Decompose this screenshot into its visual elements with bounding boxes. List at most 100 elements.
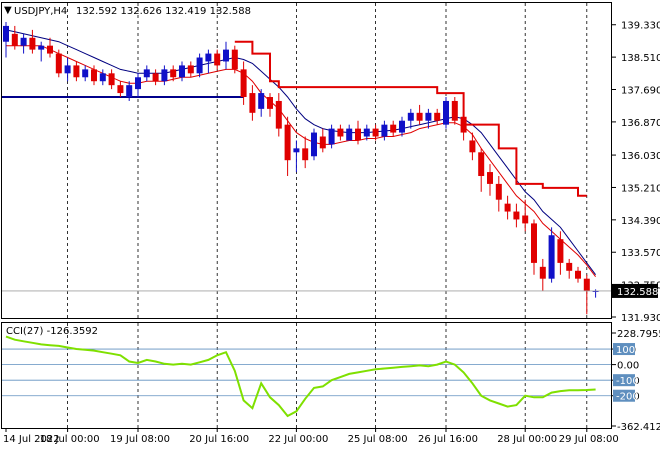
candle — [73, 61, 80, 82]
cci-tick-label: 228.7955 — [617, 329, 660, 340]
candle — [135, 73, 141, 98]
candle — [249, 85, 256, 121]
candle-body — [425, 112, 432, 121]
candle — [390, 120, 397, 137]
candle-body — [205, 53, 212, 62]
candle — [29, 29, 36, 54]
time-tick-label: 28 Jul 00:00 — [497, 434, 557, 445]
current-price-label: 132.588 — [617, 287, 658, 298]
time-tick-label: 22 Jul 00:00 — [268, 434, 328, 445]
candle — [495, 176, 502, 212]
candle — [583, 274, 590, 315]
candle — [434, 108, 441, 125]
candle-body — [592, 290, 599, 292]
cci-level-badge-label: -200 — [616, 392, 639, 403]
time-tick-label: 29 Jul 08:00 — [559, 434, 619, 445]
candle-body — [346, 128, 353, 141]
candle-body — [55, 53, 62, 74]
menu-arrow-icon[interactable]: ▼ — [4, 5, 12, 16]
candle — [293, 140, 300, 173]
candle-body — [47, 45, 53, 54]
candle — [416, 104, 423, 125]
candle — [275, 93, 282, 137]
cci-header: CCI(27) -126.3592 — [6, 326, 98, 337]
candle-body — [372, 128, 379, 137]
candle — [311, 128, 317, 161]
candle-body — [451, 100, 458, 121]
price-tick-label: 135.210 — [621, 183, 660, 194]
candle-body — [161, 69, 168, 82]
main-plot-border — [1, 2, 612, 319]
candle — [566, 258, 573, 279]
candle-body — [258, 93, 265, 109]
candle — [478, 148, 485, 192]
candle — [11, 25, 18, 50]
candle — [425, 108, 432, 129]
time-tick-label: 25 Jul 08:00 — [348, 434, 408, 445]
cci-level-lines — [2, 348, 611, 397]
candle-body — [38, 45, 45, 50]
candle-body — [126, 85, 133, 98]
candle — [38, 41, 45, 62]
time-tick-label: 14 Jul 2022 — [3, 434, 60, 445]
candle — [487, 164, 493, 196]
candle — [363, 124, 370, 141]
candle — [531, 219, 537, 275]
candle — [451, 97, 458, 125]
candle-body — [29, 37, 36, 50]
time-tick-label: 26 Jul 16:00 — [418, 434, 478, 445]
candle — [91, 65, 97, 86]
candle — [187, 61, 194, 78]
candle — [161, 65, 168, 86]
candle-body — [135, 77, 141, 90]
candle-body — [390, 124, 397, 133]
candle — [284, 116, 291, 177]
candle-body — [495, 183, 502, 200]
candle-body — [293, 148, 300, 153]
candle — [513, 203, 520, 228]
candle-body — [284, 124, 291, 161]
candle — [55, 49, 62, 78]
candle-body — [223, 49, 229, 62]
candle — [82, 65, 89, 82]
candle-body — [381, 124, 388, 137]
candle-body — [91, 69, 97, 82]
candle-body — [249, 93, 256, 113]
candle — [407, 108, 414, 129]
candle — [522, 199, 529, 232]
candle — [258, 89, 265, 117]
candle — [399, 116, 405, 137]
candle — [504, 195, 511, 220]
cci-tick-label: 0.00 — [617, 361, 639, 372]
candle-body — [231, 49, 238, 70]
candle-body — [566, 262, 573, 271]
candle-body — [583, 278, 590, 291]
price-tick-label: 131.930 — [621, 313, 660, 324]
candle — [548, 227, 555, 283]
candle-body — [487, 172, 493, 184]
candle-body — [187, 65, 194, 74]
candle-body — [20, 37, 27, 46]
candle — [575, 266, 581, 283]
candle — [302, 136, 309, 169]
candle-body — [355, 128, 361, 141]
candle — [355, 120, 361, 145]
candle — [170, 65, 177, 82]
candle — [126, 81, 133, 101]
candle-body — [214, 53, 221, 66]
candle-body — [407, 112, 414, 121]
candle-body — [319, 136, 326, 149]
candle — [108, 69, 115, 90]
candle-body — [117, 85, 124, 94]
candle — [20, 33, 27, 54]
candle-body — [143, 69, 150, 78]
candle-body — [531, 223, 537, 263]
cci-level-badge-label: 100 — [616, 345, 635, 356]
candle-body — [337, 128, 344, 137]
trailing-stop-path — [234, 40, 587, 197]
candle-body — [3, 25, 9, 42]
chart-header: ▼ USDJPY,H4 132.592 132.626 132.419 132.… — [4, 5, 251, 17]
time-tick-label: 19 Jul 08:00 — [110, 434, 170, 445]
cci-level-badge — [613, 374, 635, 387]
